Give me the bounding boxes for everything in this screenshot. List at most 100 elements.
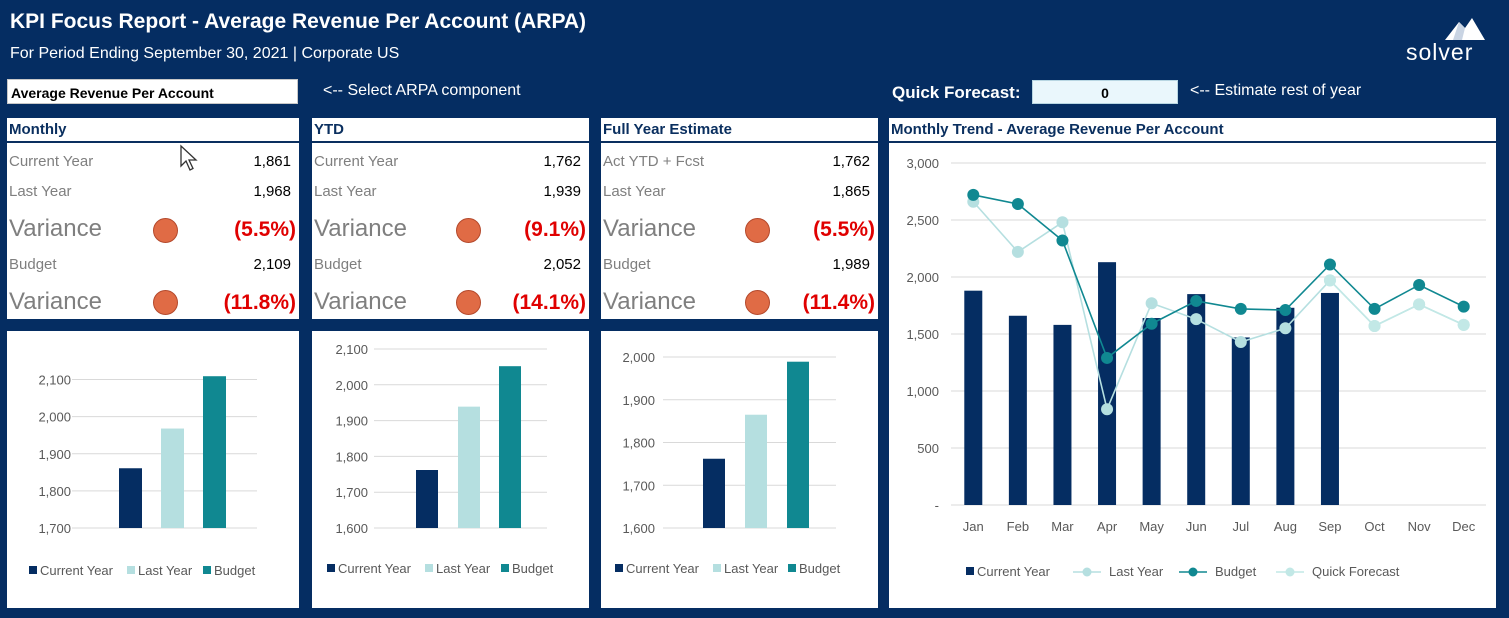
y-tick-label: 2,000 xyxy=(622,350,655,365)
ytd-chart-svg: 1,600 1,700 1,800 1,900 2,000 2,100 Current Ye… xyxy=(327,342,554,576)
trend-bar-current-year xyxy=(1098,262,1117,505)
variance-status-icon xyxy=(745,218,770,243)
legend-swatch xyxy=(966,567,974,575)
bar-budget xyxy=(787,361,809,528)
variance-status-icon xyxy=(456,218,481,243)
monthly-bar-chart: 1,700 1,800 1,900 2,000 2,100 Current Year Las… xyxy=(7,331,299,608)
legend-swatch xyxy=(29,566,37,574)
row-label: Current Year xyxy=(9,153,94,170)
variance-label: Variance xyxy=(9,288,102,315)
y-tick-label: 2,000 xyxy=(906,270,939,285)
current-year-value: 1,861 xyxy=(253,153,291,170)
arpa-component-select[interactable]: Average Revenue Per Account xyxy=(7,79,298,104)
x-tick-label: Oct xyxy=(1364,519,1385,534)
trend-point-budget xyxy=(1011,198,1024,211)
legend-marker xyxy=(1285,567,1295,577)
mouse-cursor-icon xyxy=(180,144,198,171)
panel-title: Monthly xyxy=(9,121,67,138)
variance-value: (11.8%) xyxy=(223,291,296,314)
x-tick-label: Aug xyxy=(1274,519,1297,534)
trend-point-budget xyxy=(1323,258,1336,271)
legend-label: Current Year xyxy=(977,564,1051,579)
trend-point-budget xyxy=(967,188,980,201)
panel-title: YTD xyxy=(314,121,344,138)
legend-label: Budget xyxy=(512,561,554,576)
row-label: Budget xyxy=(314,256,362,273)
y-tick-label: 2,000 xyxy=(335,378,368,393)
y-tick-label: 1,800 xyxy=(622,436,655,451)
legend-label: Last Year xyxy=(724,561,779,576)
trend-bar-current-year xyxy=(1142,318,1161,505)
logo-text: solver xyxy=(1406,39,1474,65)
y-tick-label: 1,900 xyxy=(38,447,71,462)
budget-value: 2,052 xyxy=(543,256,581,273)
solver-logo: solver xyxy=(1406,18,1491,66)
quick-forecast-input[interactable]: 0 xyxy=(1032,80,1178,104)
x-tick-label: Sep xyxy=(1318,519,1341,534)
legend-swatch xyxy=(327,564,335,572)
trend-point-budget xyxy=(1279,304,1292,317)
ytd-bar-chart: 1,600 1,700 1,800 1,900 2,000 2,100 Current Ye… xyxy=(312,331,589,608)
legend-label: Last Year xyxy=(138,563,193,578)
bar-budget xyxy=(203,376,226,528)
x-tick-label: Apr xyxy=(1097,519,1118,534)
trend-point-budget xyxy=(1190,294,1203,307)
panel-title: Full Year Estimate xyxy=(603,121,732,138)
full-year-chart-svg: 1,600 1,700 1,800 1,900 2,000 Current Year Las… xyxy=(615,350,841,576)
row-label: Budget xyxy=(9,256,57,273)
variance-value: (5.5%) xyxy=(234,218,296,241)
trend-point-quick-forecast xyxy=(1413,298,1426,311)
variance-status-icon xyxy=(456,290,481,315)
bar-current-year xyxy=(119,468,142,528)
legend-label: Last Year xyxy=(436,561,491,576)
trend-bar-current-year xyxy=(1276,307,1295,505)
current-year-value: 1,762 xyxy=(543,153,581,170)
x-tick-label: Mar xyxy=(1051,519,1074,534)
row-label: Last Year xyxy=(314,183,377,200)
legend-swatch xyxy=(788,564,796,572)
y-tick-label: - xyxy=(935,498,939,513)
y-tick-label: 1,800 xyxy=(335,449,368,464)
x-tick-label: May xyxy=(1139,519,1164,534)
panel-divider xyxy=(889,141,1496,143)
y-tick-label: 1,600 xyxy=(335,521,368,536)
panel-divider xyxy=(312,141,589,143)
trend-bar-current-year xyxy=(964,290,983,505)
panel-divider xyxy=(601,141,878,143)
last-year-value: 1,865 xyxy=(832,183,870,200)
report-subtitle: For Period Ending September 30, 2021 | C… xyxy=(10,45,400,62)
bar-last-year xyxy=(161,428,184,528)
legend-label: Last Year xyxy=(1109,564,1164,579)
trend-point-budget xyxy=(1368,302,1381,315)
y-tick-label: 1,600 xyxy=(622,521,655,536)
legend-marker xyxy=(1188,567,1198,577)
y-tick-label: 1,800 xyxy=(38,484,71,499)
row-label: Current Year xyxy=(314,153,399,170)
trend-chart-svg: - 500 1,000 1,500 2,000 2,500 3,000 Jan Feb Mar Ap… xyxy=(906,156,1486,579)
budget-value: 2,109 xyxy=(253,256,291,273)
row-label: Last Year xyxy=(9,183,72,200)
full-year-kpi-panel: Full Year Estimate Act YTD + Fcst 1,762 … xyxy=(601,118,878,319)
y-tick-label: 500 xyxy=(917,441,939,456)
monthly-trend-chart: Monthly Trend - Average Revenue Per Acco… xyxy=(889,118,1496,608)
y-tick-label: 2,000 xyxy=(38,410,71,425)
last-year-value: 1,939 xyxy=(543,183,581,200)
monthly-kpi-panel: Monthly Current Year 1,861 Last Year 1,9… xyxy=(7,118,299,319)
variance-status-icon xyxy=(153,290,178,315)
variance-value: (11.4%) xyxy=(802,291,875,314)
variance-label: Variance xyxy=(314,215,407,242)
variance-value: (14.1%) xyxy=(512,291,586,314)
legend-swatch xyxy=(203,566,211,574)
trend-point-last-year xyxy=(1101,403,1114,416)
y-tick-label: 3,000 xyxy=(906,156,939,171)
x-tick-label: Jul xyxy=(1232,519,1249,534)
variance-value: (5.5%) xyxy=(813,218,875,241)
legend-label: Quick Forecast xyxy=(1312,564,1400,579)
trend-bar-current-year xyxy=(1008,315,1027,505)
y-tick-label: 1,500 xyxy=(906,327,939,342)
trend-point-last-year xyxy=(1234,335,1247,348)
legend-swatch xyxy=(425,564,433,572)
trend-point-budget xyxy=(1234,302,1247,315)
trend-chart-title: Monthly Trend - Average Revenue Per Acco… xyxy=(891,121,1224,138)
legend-label: Current Year xyxy=(626,561,700,576)
